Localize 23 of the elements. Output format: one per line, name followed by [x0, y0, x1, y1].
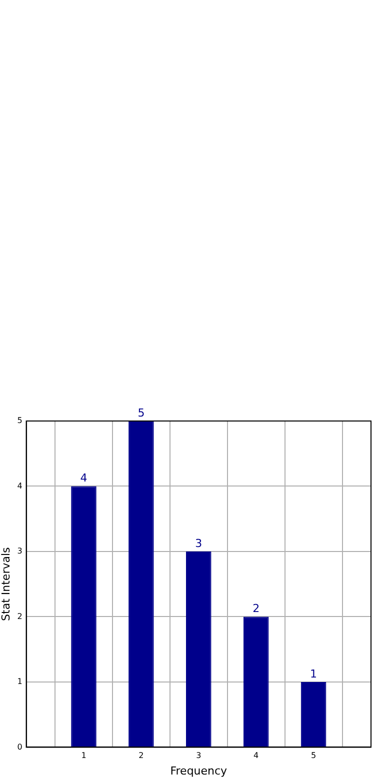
data-label: 1 [310, 667, 318, 680]
y-tick-label: 0 [17, 742, 22, 752]
y-tick-label: 2 [17, 612, 22, 621]
x-tick-label: 5 [311, 751, 316, 760]
bar [300, 682, 326, 747]
x-tick-label: 1 [81, 751, 86, 760]
bar [128, 421, 154, 747]
y-tick-label: 1 [17, 677, 22, 686]
x-tick-label: 2 [138, 751, 144, 760]
x-tick-label: 3 [196, 751, 202, 760]
y-tick-label: 3 [17, 546, 22, 556]
bar [243, 616, 269, 747]
data-label: 5 [138, 406, 145, 420]
bar [71, 486, 96, 747]
y-tick-label: 5 [17, 416, 22, 426]
y-axis-title: Stat Intervals [0, 546, 12, 621]
data-label: 2 [252, 602, 260, 616]
x-tick-label: 4 [254, 751, 259, 760]
data-label: 3 [195, 536, 202, 550]
bar [186, 551, 212, 747]
data-label: 4 [80, 472, 88, 485]
y-tick-label: 4 [17, 481, 22, 490]
x-axis-title: Frequency [170, 764, 228, 778]
